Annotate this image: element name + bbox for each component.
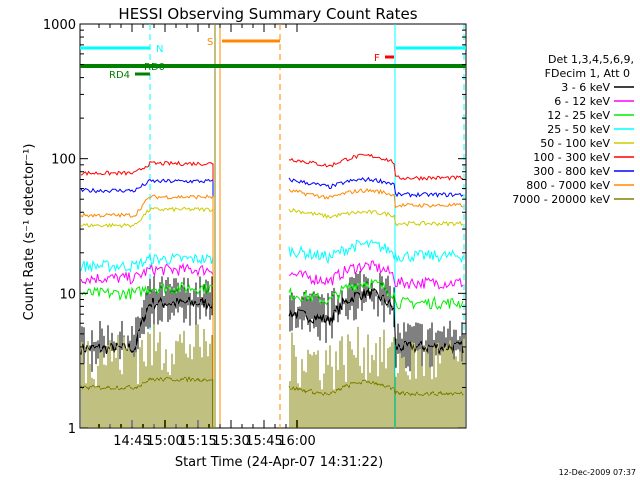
flag-bars: N RD0 RD4 S F xyxy=(80,37,466,81)
x-tick-label: 15:15 xyxy=(179,434,216,449)
y-tick-label: 100 xyxy=(51,153,76,168)
series-path xyxy=(288,278,464,310)
series-path xyxy=(80,296,214,355)
series-path xyxy=(288,260,464,290)
legend-entry-label: 6 - 12 keV xyxy=(554,95,610,108)
series-path xyxy=(80,206,214,229)
series-path xyxy=(288,153,464,181)
series-path xyxy=(80,262,214,285)
legend-header: Det 1,3,4,5,6,9, xyxy=(548,53,634,66)
series-path xyxy=(80,376,214,391)
flag-label: RD0 xyxy=(144,62,165,73)
legend-entry-label: 3 - 6 keV xyxy=(561,81,610,94)
chart-title: HESSI Observing Summary Count Rates xyxy=(118,5,417,23)
legend-entry-label: 7000 - 20000 keV xyxy=(512,193,610,206)
y-tick-label: 1 xyxy=(68,422,76,437)
x-tick-label: 14:45 xyxy=(113,434,150,449)
series-path xyxy=(288,187,464,209)
plot-frame xyxy=(79,23,467,429)
time-markers xyxy=(149,24,465,428)
series-line xyxy=(80,324,465,428)
series-path xyxy=(80,194,214,219)
series-path xyxy=(80,178,214,194)
footer-timestamp: 12-Dec-2009 07:37 xyxy=(559,468,636,477)
flag-label: F xyxy=(374,53,380,64)
plot-border xyxy=(79,23,467,429)
x-tick-label: 15:00 xyxy=(146,434,183,449)
legend-header: FDecim 1, Att 0 xyxy=(545,67,630,80)
x-tick-label: 15:30 xyxy=(212,434,249,449)
series-path xyxy=(288,238,464,265)
series-group xyxy=(80,153,465,428)
legend-entry-label: 50 - 100 keV xyxy=(540,137,610,150)
legend-entry-label: 100 - 300 keV xyxy=(533,151,610,164)
series-path xyxy=(80,251,214,273)
y-axis-label: Count Rate (s⁻¹ detector⁻¹) xyxy=(22,144,37,321)
y-tick-label: 10 xyxy=(59,287,76,302)
flag-label: N xyxy=(156,44,163,55)
series-path xyxy=(288,207,464,227)
legend-entry-label: 25 - 50 keV xyxy=(547,123,610,136)
x-axis-label: Start Time (24-Apr-07 14:31:22) xyxy=(175,455,383,470)
x-tick-label: 16:00 xyxy=(278,434,315,449)
legend-entry-label: 300 - 800 keV xyxy=(533,165,610,178)
series-path xyxy=(80,281,213,302)
series-path xyxy=(288,176,464,198)
legend-entry-label: 800 - 7000 keV xyxy=(526,179,610,192)
flag-label: RD4 xyxy=(109,70,130,81)
y-tick-label: 1000 xyxy=(43,18,76,33)
flag-label: S xyxy=(207,37,213,48)
legend-entry-label: 12 - 25 keV xyxy=(547,109,610,122)
series-path xyxy=(80,160,214,177)
x-tick-label: 15:45 xyxy=(245,434,282,449)
legend: Det 1,3,4,5,6,9,FDecim 1, Att 03 - 6 keV… xyxy=(512,53,634,206)
